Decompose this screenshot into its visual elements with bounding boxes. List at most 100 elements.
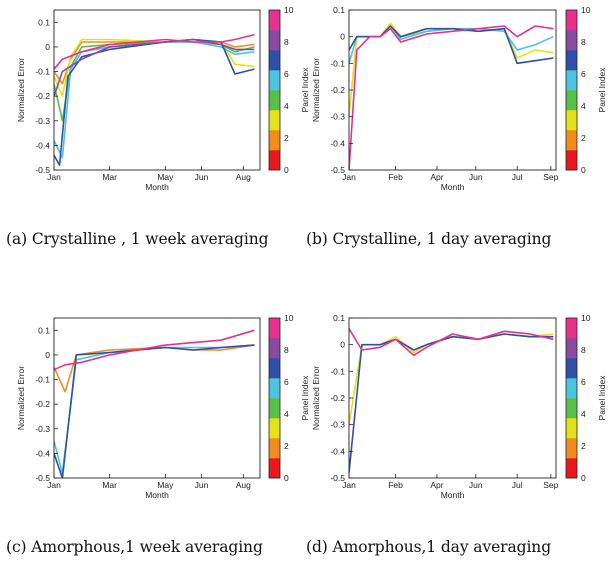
caption-d: (d) Amorphous,1 day averaging <box>306 538 552 556</box>
colorbar-segment <box>566 70 577 91</box>
colorbar-frame <box>268 317 281 479</box>
x-tick-label: Jun <box>469 172 483 182</box>
colorbar-tick-label: 4 <box>284 101 289 111</box>
y-tick-label: -0.3 <box>35 424 50 434</box>
colorbar-tick-label: 0 <box>581 165 586 175</box>
colorbar-tick-label: 8 <box>581 345 586 355</box>
x-tick-label: May <box>157 172 174 182</box>
x-tick-label: Feb <box>388 172 403 182</box>
x-axis-label: Month <box>145 182 169 192</box>
series-line-6 <box>54 38 255 97</box>
colorbar-frame <box>565 317 578 479</box>
y-tick-label: 0 <box>45 42 50 52</box>
plot-frame <box>348 317 557 479</box>
y-tick-label: -0.2 <box>330 393 345 403</box>
y-tick-label: -0.4 <box>330 446 345 456</box>
colorbar-segment <box>566 378 577 399</box>
y-tick-label: 0 <box>45 350 50 360</box>
colorbar-tick-label: 8 <box>581 37 586 47</box>
y-tick-label: -0.5 <box>35 473 50 483</box>
colorbar-segment <box>269 358 280 379</box>
y-axis-label: Normalized Error <box>311 58 321 122</box>
colorbar-frame <box>268 9 281 171</box>
x-tick-label: Jun <box>195 172 209 182</box>
colorbar-tick-label: 0 <box>284 473 289 483</box>
x-tick-label: Sep <box>543 480 558 490</box>
x-tick-label: Jan <box>342 480 356 490</box>
caption-c: (c) Amorphous,1 week averaging <box>6 538 263 556</box>
y-tick-label: -0.5 <box>330 165 345 175</box>
colorbar-tick-label: 10 <box>284 313 294 323</box>
y-tick-label: -0.3 <box>330 112 345 122</box>
y-tick-label: 0.1 <box>38 325 50 335</box>
colorbar-segment <box>269 110 280 131</box>
x-tick-label: Jan <box>47 172 61 182</box>
colorbar-segment <box>566 50 577 71</box>
colorbar-segment <box>566 130 577 151</box>
colorbar-tick-label: 0 <box>581 473 586 483</box>
colorbar-segment <box>269 50 280 71</box>
colorbar-label: Panel Index <box>300 375 310 421</box>
caption-a: (a) Crystalline , 1 week averaging <box>6 230 269 248</box>
colorbar-tick-label: 10 <box>581 313 591 323</box>
plot-frame <box>348 9 557 171</box>
x-tick-label: Apr <box>430 172 443 182</box>
colorbar-segment <box>269 438 280 459</box>
y-tick-label: -0.4 <box>35 140 50 150</box>
y-tick-label: -0.2 <box>330 85 345 95</box>
colorbar-tick-label: 6 <box>284 69 289 79</box>
series-group <box>349 22 554 170</box>
colorbar-segment <box>566 110 577 131</box>
series-line-3 <box>54 344 255 478</box>
x-tick-label: Apr <box>430 480 443 490</box>
series-line-2 <box>54 344 255 474</box>
y-tick-label: -0.3 <box>330 420 345 430</box>
x-tick-label: Jul <box>512 172 523 182</box>
y-tick-label: -0.5 <box>35 165 50 175</box>
colorbar-tick-label: 4 <box>581 409 586 419</box>
colorbar-segment <box>566 10 577 31</box>
series-line-4 <box>54 41 255 159</box>
series-line-7 <box>54 33 255 70</box>
colorbar-segment <box>566 458 577 479</box>
x-tick-label: Jan <box>47 480 61 490</box>
colorbar-segment <box>566 90 577 111</box>
y-tick-label: -0.2 <box>35 91 50 101</box>
colorbar-tick-label: 8 <box>284 345 289 355</box>
series-group <box>54 329 255 478</box>
series-line-5 <box>54 38 255 166</box>
colorbar-segment <box>269 150 280 171</box>
y-tick-label: -0.1 <box>330 58 345 68</box>
series-line-1 <box>54 344 255 393</box>
colorbar-segment <box>566 398 577 419</box>
series-group <box>54 33 255 166</box>
y-axis-label: Normalized Error <box>311 366 321 430</box>
colorbar-label: Panel Index <box>300 67 310 113</box>
colorbar-tick-label: 6 <box>581 69 586 79</box>
x-axis-label: Month <box>441 490 465 500</box>
y-tick-label: 0.1 <box>38 17 50 27</box>
colorbar-tick-label: 2 <box>581 441 586 451</box>
colorbar-segment <box>566 338 577 359</box>
series-line-4 <box>349 25 554 170</box>
x-tick-label: Jul <box>512 480 523 490</box>
series-line-4 <box>54 329 255 371</box>
plot-frame <box>53 317 261 479</box>
y-tick-label: -0.3 <box>35 116 50 126</box>
colorbar-segment <box>269 318 280 339</box>
y-axis-label: Normalized Error <box>16 366 26 430</box>
caption-b: (b) Crystalline, 1 day averaging <box>306 230 552 248</box>
x-tick-label: Mar <box>102 172 117 182</box>
colorbar-segment <box>566 438 577 459</box>
colorbar-segment <box>269 130 280 151</box>
y-tick-label: -0.1 <box>35 67 50 77</box>
y-axis-label: Normalized Error <box>16 58 26 122</box>
colorbar-tick-label: 0 <box>284 165 289 175</box>
x-tick-label: Aug <box>236 480 251 490</box>
y-tick-label: 0.1 <box>333 313 345 323</box>
colorbar-segment <box>269 458 280 479</box>
colorbar-tick-label: 2 <box>284 133 289 143</box>
